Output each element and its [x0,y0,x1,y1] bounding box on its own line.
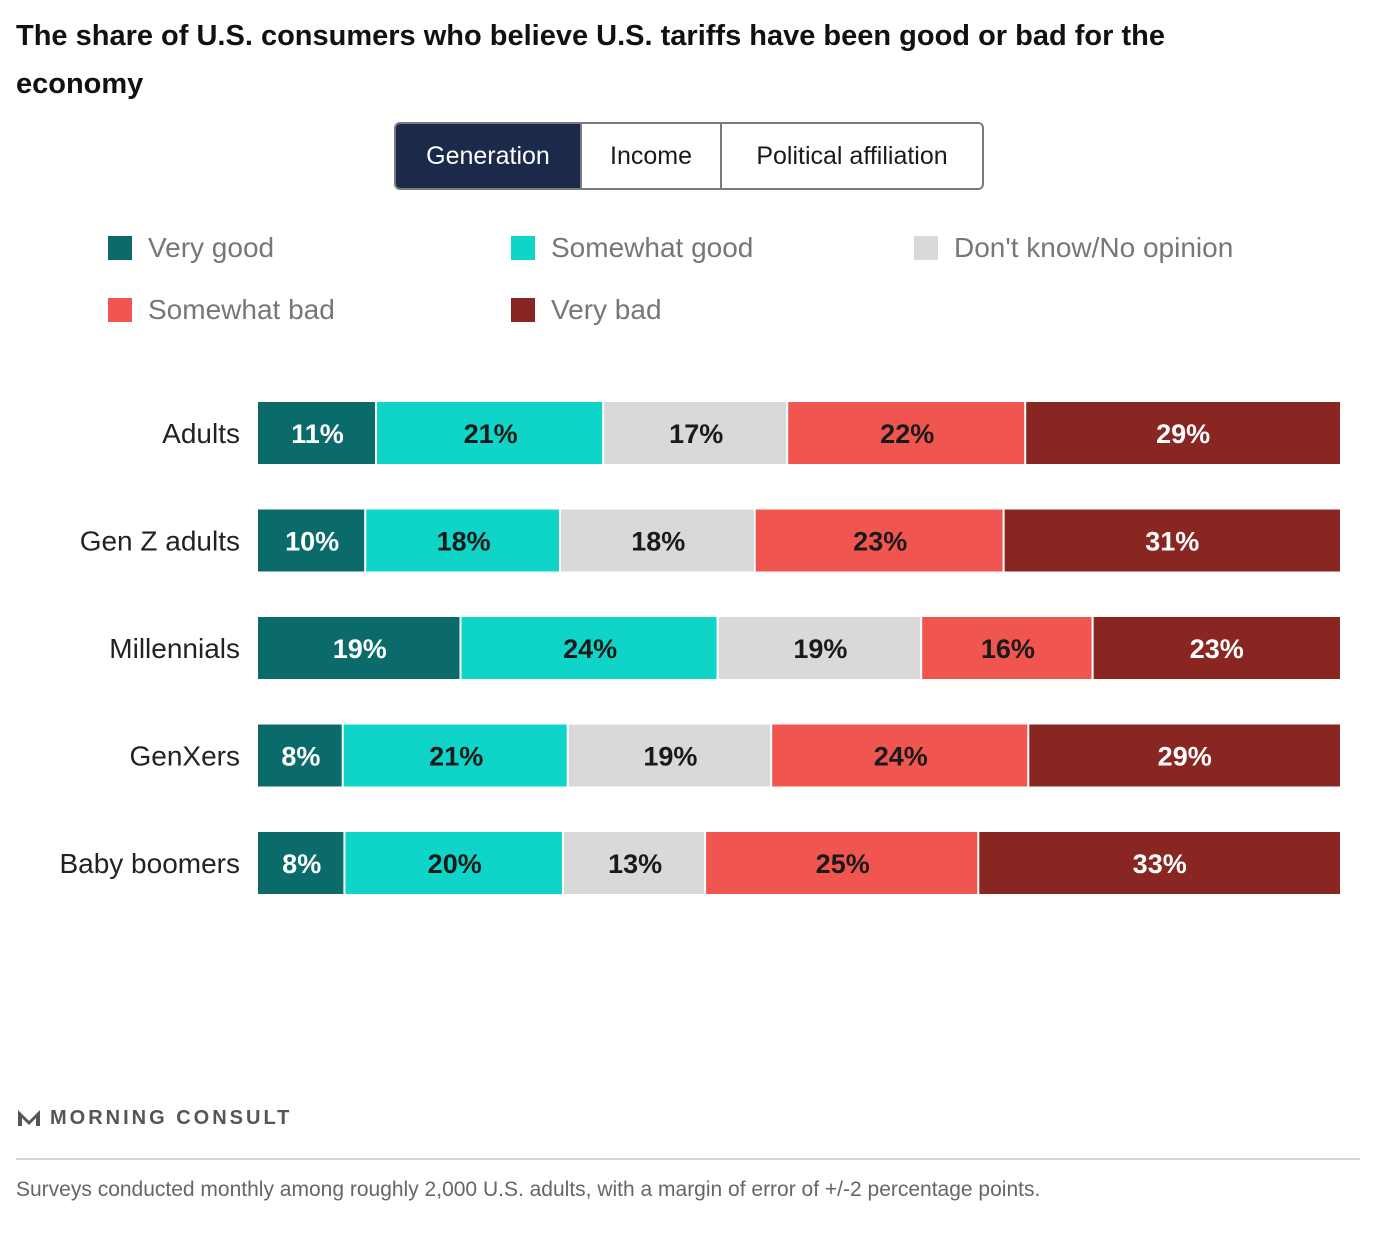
data-label-adults-somewhat-bad: 22% [880,419,934,449]
tab-political-affiliation[interactable]: Political affiliation [722,124,982,188]
legend-swatch-somewhat-bad [108,298,132,322]
legend-swatch-very-bad [511,298,535,322]
bar-segment-gen-z-adults-somewhat-good [366,509,559,572]
data-label-gen-z-adults-dont-know: 18% [631,527,685,557]
category-label-gen-z-adults: Gen Z adults [80,526,240,557]
bar-segment-baby-boomers-somewhat-bad [706,832,978,894]
legend-label-somewhat-good: Somewhat good [551,232,754,263]
legend-swatch-dont-know [914,236,938,260]
bar-segment-genxers-somewhat-bad [772,724,1028,787]
legend-item-very-bad: Very bad [511,290,662,330]
bar-segment-baby-boomers-very-bad [979,832,1340,894]
legend-label-dont-know: Don't know/No opinion [954,232,1234,263]
bar-segment-gen-z-adults-very-bad [1004,509,1340,572]
brand-name: MORNING CONSULT [50,1106,293,1129]
data-label-adults-dont-know: 17% [669,419,723,449]
data-label-adults-somewhat-good: 21% [464,419,518,449]
legend: Very good Somewhat good Don't know/No op… [0,0,1378,325]
data-label-genxers-somewhat-good: 21% [429,742,483,772]
legend-swatch-somewhat-good [511,236,535,260]
data-label-gen-z-adults-very-bad: 31% [1145,527,1199,557]
bar-segment-adults-dont-know [604,402,787,464]
bar-segment-millennials-very-bad [1093,617,1340,679]
legend-label-very-bad: Very bad [551,294,662,325]
data-label-millennials-very-good: 19% [333,634,387,664]
bar-segment-gen-z-adults-dont-know [561,509,754,572]
bar-segment-millennials-somewhat-bad [922,617,1092,679]
footer-divider [16,1158,1360,1160]
legend-item-dont-know: Don't know/No opinion [914,228,1233,268]
data-label-adults-very-bad: 29% [1156,419,1210,449]
data-label-genxers-somewhat-bad: 24% [874,742,928,772]
legend-label-somewhat-bad: Somewhat bad [148,294,335,325]
brand-logo: MORNING CONSULT [16,1106,292,1130]
bar-segment-gen-z-adults-very-good [258,509,365,572]
category-label-baby-boomers: Baby boomers [59,848,240,879]
tab-income[interactable]: Income [582,124,722,188]
bar-segment-adults-very-bad [1026,402,1340,464]
bar-segment-millennials-very-good [258,617,460,679]
bar-segment-baby-boomers-very-good [258,832,344,894]
morning-consult-logo-icon [18,1110,40,1126]
bar-segment-adults-very-good [258,402,375,464]
category-label-millennials: Millennials [109,633,240,664]
bar-segment-genxers-somewhat-good [343,724,567,787]
tab-group: Generation Income Political affiliation [394,122,984,190]
legend-swatch-very-good [108,236,132,260]
bar-segment-genxers-very-bad [1029,724,1340,787]
data-label-millennials-dont-know: 19% [793,634,847,664]
data-label-gen-z-adults-very-good: 10% [285,527,339,557]
legend-label-very-good: Very good [148,232,275,263]
data-label-baby-boomers-very-bad: 33% [1133,849,1187,879]
data-label-baby-boomers-very-good: 8% [282,849,321,879]
footnote: Surveys conducted monthly among roughly … [16,1178,1041,1201]
bar-segment-baby-boomers-somewhat-good [345,832,562,894]
bar-segment-genxers-very-good [258,724,342,787]
tab-generation[interactable]: Generation [396,124,582,188]
bar-segment-baby-boomers-dont-know [564,832,705,894]
data-label-adults-very-good: 11% [291,419,344,449]
category-label-adults: Adults [162,418,240,449]
data-label-baby-boomers-somewhat-bad: 25% [816,849,870,879]
data-label-baby-boomers-somewhat-good: 20% [428,849,482,879]
stacked-bar-chart: Adults 11% 21% 17% 22% 29% Gen Z adults 10% 18% 1… [59,402,1340,894]
data-label-baby-boomers-dont-know: 13% [608,849,662,879]
bar-segment-gen-z-adults-somewhat-bad [755,509,1003,572]
data-label-genxers-dont-know: 19% [643,742,697,772]
data-label-genxers-very-bad: 29% [1158,742,1212,772]
data-label-millennials-somewhat-bad: 16% [981,634,1035,664]
chart-title: The share of U.S. consumers who believe … [16,20,1165,100]
bar-segment-millennials-dont-know [718,617,921,679]
legend-item-very-good: Very good [108,228,274,268]
category-label-genxers: GenXers [130,741,241,772]
data-label-millennials-somewhat-good: 24% [563,634,617,664]
bar-segment-adults-somewhat-good [377,402,603,464]
legend-item-somewhat-bad: Somewhat bad [108,290,335,330]
bar-segment-genxers-dont-know [568,724,771,787]
data-label-gen-z-adults-somewhat-good: 18% [437,527,491,557]
bar-segment-adults-somewhat-bad [788,402,1025,464]
data-label-millennials-very-bad: 23% [1190,634,1244,664]
data-label-genxers-very-good: 8% [281,742,320,772]
bar-segment-millennials-somewhat-good [461,617,717,679]
legend-item-somewhat-good: Somewhat good [511,228,753,268]
data-label-gen-z-adults-somewhat-bad: 23% [853,527,907,557]
